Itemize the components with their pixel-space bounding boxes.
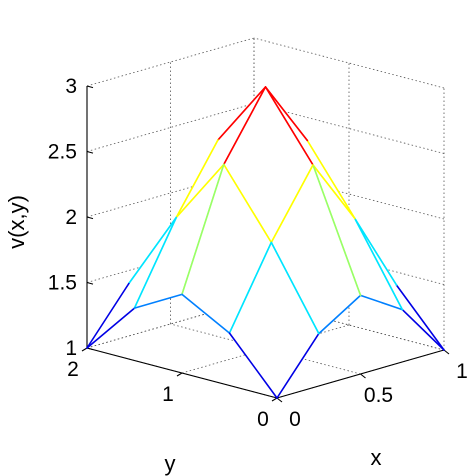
surface-edge [312,164,356,220]
surface-edge [228,241,273,334]
surface-edge [312,164,362,297]
surface-edge [128,216,178,285]
surface-patch [271,165,361,334]
grid-line [253,103,445,154]
surface-edge [217,86,267,141]
z-tick-label: 2 [65,206,77,229]
surface-edge [228,332,278,399]
axis-lines [81,85,450,403]
x-tick-label: 0.5 [364,384,393,407]
z-axis-label: v(x,y) [4,195,29,249]
surface-edge [264,86,309,142]
x-tick-mark [276,397,283,403]
y-tick-mark [176,372,183,377]
y-tick-mark [271,397,278,402]
surface-edge [133,216,178,309]
surface-patch [87,217,177,348]
surface-edge [264,86,314,166]
x-tick-mark [443,349,450,355]
surface-edge [270,241,320,335]
z-tick-mark [86,216,94,220]
surface-patch [223,87,313,243]
y-tick-label: 2 [67,358,79,381]
surface-edge [86,307,136,349]
surface-mesh [86,86,445,399]
surface-edge [401,308,445,351]
grid-line [253,37,445,89]
x-tick-label: 1 [456,360,468,383]
grid-line [181,324,350,374]
surface-edge [395,284,445,351]
x-tick-label: 0 [289,408,301,431]
z-tick-label: 3 [65,75,77,98]
surface-edge [317,294,362,335]
surface-edge [223,86,267,166]
surface-edge [175,163,225,219]
surface-edge [359,294,404,311]
surface-patch [229,242,319,398]
surface-edge [306,139,356,220]
surface-edge [353,217,398,286]
z-tick-label: 2.5 [48,141,77,164]
y-tick-mark [81,347,88,352]
grid-line [170,323,361,375]
z-tick-label: 1.5 [48,272,77,295]
surface-patch [313,165,403,310]
surface-edge [133,293,183,309]
z-tick-label: 1 [65,337,77,360]
surface-edge [181,163,225,296]
grid-line [86,37,255,87]
surface-edge [276,332,320,399]
surface-edge [270,164,314,244]
z-tick-mark [86,347,94,351]
z-tick-mark [86,150,94,154]
y-axis-label: y [165,451,176,476]
surface-edge [86,282,130,349]
surface-patch [176,87,266,218]
z-tick-mark [86,85,94,89]
surface-patch [265,87,355,219]
grid-line [253,299,445,351]
x-tick-mark [360,373,366,379]
z-tick-mark [86,281,94,285]
grid-line [253,234,445,285]
surface-edge [223,163,273,244]
y-tick-label: 1 [162,383,174,406]
grid-line [86,103,255,152]
surface-edge [353,217,404,311]
x-axis-label: x [371,445,382,470]
surface-patch [134,164,224,309]
grid-line [253,168,445,220]
surface-edge [175,139,219,219]
y-tick-label: 0 [257,408,269,431]
surface-edge [181,293,231,334]
